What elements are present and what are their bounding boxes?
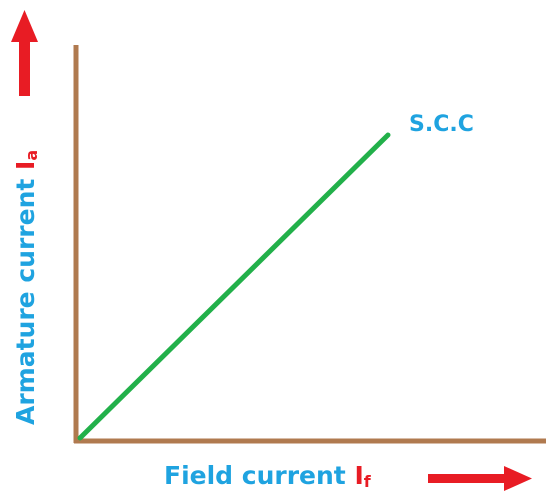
scc-line: [77, 132, 391, 441]
armature-current-symbol: I: [11, 161, 40, 170]
scc-label: S.C.C: [409, 112, 474, 137]
up-arrow-icon: [11, 10, 38, 96]
field-current-symbol: I: [354, 461, 363, 490]
x-axis-label: Field current If: [164, 461, 372, 491]
y-axis-label: Armature current Ia: [11, 150, 41, 425]
right-arrow-icon: [428, 466, 532, 491]
